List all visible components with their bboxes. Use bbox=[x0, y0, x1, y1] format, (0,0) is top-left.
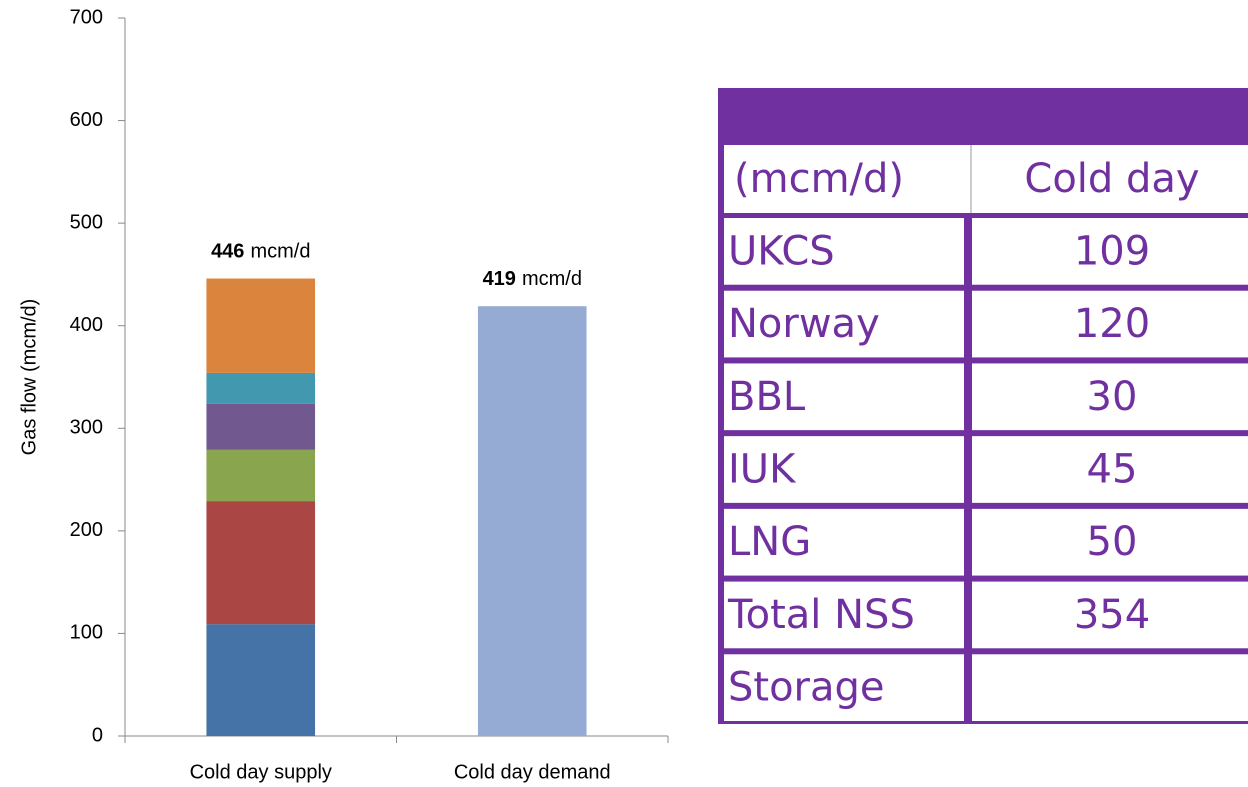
table-cell bbox=[972, 508, 1248, 576]
bar-segment bbox=[206, 372, 316, 404]
table-cell-text: 120 bbox=[1074, 301, 1150, 347]
table-cell-text: 45 bbox=[1087, 447, 1138, 493]
table-cell-text: 109 bbox=[1074, 228, 1150, 274]
table-cell-text: Storage bbox=[728, 665, 885, 711]
bar-segment bbox=[206, 624, 316, 736]
y-tick-label: 300 bbox=[70, 417, 103, 439]
table-cell-text: 50 bbox=[1087, 519, 1138, 565]
data-label: 446 mcm/d bbox=[211, 241, 310, 263]
bar-segment bbox=[206, 403, 316, 450]
bar-segment bbox=[206, 501, 316, 625]
table-cell-text: Total NSS bbox=[727, 592, 915, 638]
y-tick-label: 200 bbox=[70, 519, 103, 541]
table-cell bbox=[972, 290, 1248, 358]
table-cell bbox=[724, 363, 964, 431]
table-cell bbox=[972, 436, 1248, 503]
table-cell bbox=[724, 218, 964, 285]
y-tick-label: 500 bbox=[70, 211, 103, 233]
y-tick-label: 0 bbox=[92, 724, 103, 746]
y-tick-label: 600 bbox=[70, 109, 103, 131]
table-cell-text: Norway bbox=[728, 301, 880, 347]
data-label: 419 mcm/d bbox=[483, 269, 582, 291]
y-tick-label: 700 bbox=[70, 6, 103, 28]
bar-segment bbox=[206, 449, 316, 502]
table-cell-text: LNG bbox=[728, 519, 811, 565]
y-tick-label: 100 bbox=[70, 622, 103, 644]
bar-segment bbox=[477, 306, 587, 736]
table-header: Cold day bbox=[1024, 156, 1199, 202]
bar-segment bbox=[206, 278, 316, 373]
table-header: (mcm/d) bbox=[734, 156, 904, 202]
x-tick-label: Cold day supply bbox=[190, 761, 332, 783]
table-cell bbox=[724, 436, 964, 503]
table-cell bbox=[972, 363, 1248, 431]
table-cell-text: BBL bbox=[728, 374, 806, 420]
table-cell bbox=[724, 290, 964, 358]
y-tick-label: 400 bbox=[70, 314, 103, 336]
table-cell bbox=[724, 581, 964, 649]
data-label-unit: mcm/d bbox=[250, 241, 310, 263]
table-cell-text: IUK bbox=[728, 447, 797, 493]
table-cell bbox=[724, 654, 964, 721]
table-cell-text: 30 bbox=[1087, 374, 1138, 420]
table-cell-text: 354 bbox=[1074, 592, 1150, 638]
table-header-cell bbox=[724, 145, 1248, 213]
data-label-value: 419 bbox=[483, 269, 516, 291]
x-tick-label: Cold day demand bbox=[454, 761, 611, 783]
table-cell bbox=[972, 654, 1248, 721]
data-label-unit: mcm/d bbox=[522, 269, 582, 291]
table-cell bbox=[724, 508, 964, 576]
table-cell-text: UKCS bbox=[728, 228, 835, 274]
y-axis-label: Gas flow (mcm/d) bbox=[18, 299, 40, 456]
data-label-value: 446 bbox=[211, 241, 244, 263]
table-cell bbox=[972, 581, 1248, 649]
table-cell bbox=[972, 218, 1248, 285]
